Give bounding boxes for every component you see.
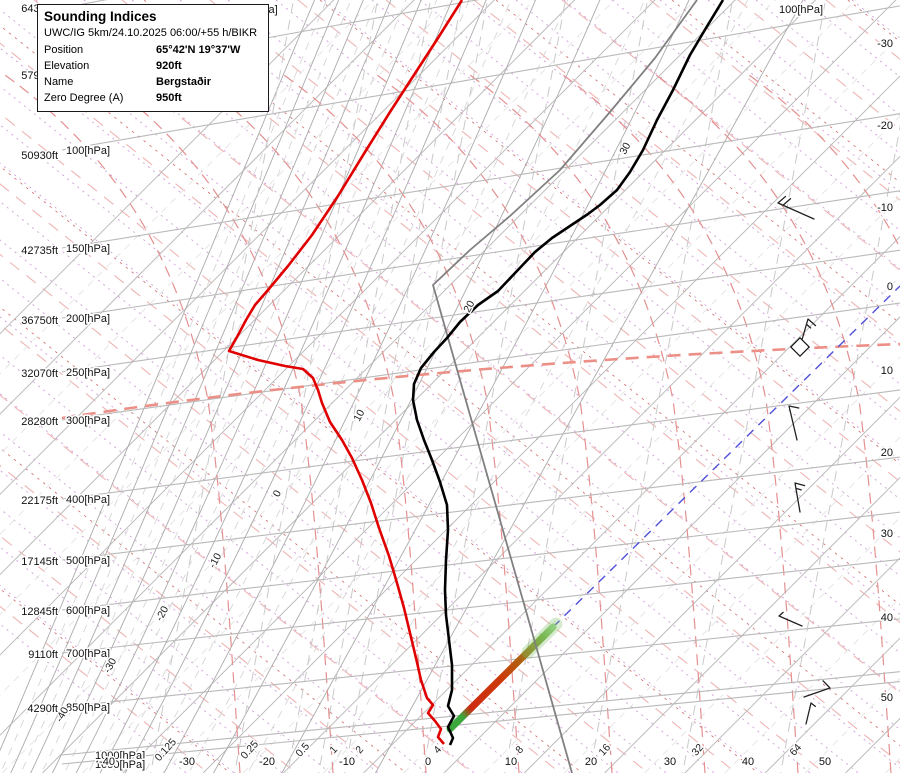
svg-text:32: 32 [689, 742, 706, 759]
svg-text:30: 30 [881, 528, 893, 540]
temperature-curve [411, 0, 725, 746]
info-label: Name [44, 76, 74, 88]
sounding-indices-panel: Sounding Indices UWC/IG 5km/24.10.2025 0… [37, 4, 269, 112]
pressure-axis-labels: 100[hPa] 150[hPa] 200[hPa] 250[hPa] 300[hPa]… [65, 144, 147, 773]
info-label: Elevation [44, 60, 90, 72]
svg-text:1: 1 [327, 744, 340, 756]
svg-text:100[hPa]: 100[hPa] [779, 4, 823, 16]
parcel-path-curve [432, 0, 698, 773]
svg-text:-30: -30 [877, 38, 893, 50]
svg-text:2: 2 [353, 744, 366, 756]
svg-text:20: 20 [881, 447, 893, 459]
diamond-marker [789, 336, 811, 358]
svg-text:40: 40 [742, 756, 754, 768]
isobar-lines [61, 0, 900, 765]
right-temperature-labels: -30 -20 -10 0 10 20 30 40 50 [876, 37, 895, 706]
wind-barb [803, 680, 831, 698]
svg-text:-10: -10 [206, 551, 224, 570]
svg-text:17145ft: 17145ft [21, 556, 58, 568]
svg-text:850[hPa]: 850[hPa] [66, 702, 110, 714]
svg-text:-10: -10 [877, 202, 893, 214]
svg-text:400[hPa]: 400[hPa] [66, 494, 110, 506]
info-value: Bergstaðir [156, 76, 212, 88]
bottom-temperature-labels: -40 -30 -20 -10 0 10 20 30 40 50 [98, 755, 833, 770]
svg-text:10: 10 [881, 365, 893, 377]
svg-text:50: 50 [819, 756, 831, 768]
tropopause-line [61, 342, 900, 420]
svg-text:4290ft: 4290ft [27, 703, 58, 715]
svg-text:-20: -20 [259, 756, 275, 768]
wind-barb [788, 405, 800, 441]
info-label: Zero Degree (A) [44, 92, 124, 104]
dry-adiabat-lines-intermediate [0, 0, 749, 773]
svg-text:40: 40 [881, 612, 893, 624]
wind-barb [805, 702, 816, 725]
mixing-parcel-blue-line [552, 285, 900, 628]
mixing-ratio-lines [150, 0, 900, 773]
svg-text:36750ft: 36750ft [21, 315, 58, 327]
info-row-zero-degree: Zero Degree (A) 950ft [44, 90, 262, 106]
svg-text:30: 30 [664, 756, 676, 768]
svg-text:-20: -20 [877, 120, 893, 132]
svg-text:8: 8 [513, 744, 526, 756]
svg-text:0: 0 [271, 488, 284, 499]
info-value: 65°42'N 19°37'W [156, 44, 241, 56]
svg-text:32070ft: 32070ft [21, 368, 58, 380]
svg-text:100[hPa]: 100[hPa] [66, 145, 110, 157]
info-label: Position [44, 44, 84, 56]
info-row-name: Name Bergstaðir [44, 74, 262, 90]
svg-text:500[hPa]: 500[hPa] [66, 555, 110, 567]
wind-barb [777, 195, 815, 220]
wind-barb [794, 482, 806, 513]
mixing-ratio-value-labels: 0.125 0.25 0.5 1 2 4 8 16 32 64 [151, 735, 806, 766]
svg-text:16: 16 [596, 742, 613, 759]
svg-text:50930ft: 50930ft [21, 150, 58, 162]
svg-text:200[hPa]: 200[hPa] [66, 313, 110, 325]
svg-text:1050[hPa]: 1050[hPa] [95, 759, 145, 771]
svg-text:22175ft: 22175ft [21, 495, 58, 507]
svg-text:50: 50 [881, 692, 893, 704]
svg-text:64: 64 [787, 742, 804, 759]
wind-barbs [777, 195, 831, 725]
wind-barb [778, 611, 803, 627]
svg-text:10: 10 [505, 756, 517, 768]
svg-text:-30: -30 [179, 756, 195, 768]
svg-text:9110ft: 9110ft [28, 649, 58, 661]
info-row-position: Position 65°42'N 19°37'W [44, 42, 262, 58]
svg-text:250[hPa]: 250[hPa] [66, 367, 110, 379]
svg-text:28280ft: 28280ft [21, 416, 58, 428]
moist-adiabat-lines [4, 74, 900, 773]
svg-text:0: 0 [425, 756, 431, 768]
svg-text:150[hPa]: 150[hPa] [66, 243, 110, 255]
svg-text:12845ft: 12845ft [21, 606, 58, 618]
tropopause-diamond [789, 336, 811, 358]
svg-text:600[hPa]: 600[hPa] [66, 605, 110, 617]
svg-text:4: 4 [431, 744, 444, 756]
svg-text:700[hPa]: 700[hPa] [66, 648, 110, 660]
svg-text:300[hPa]: 300[hPa] [66, 415, 110, 427]
svg-text:-40: -40 [99, 756, 115, 768]
model-run-label: UWC/IG 5km/24.10.2025 06:00/+55 h/BIKR [44, 27, 258, 39]
dewpoint-curve [227, 0, 464, 745]
info-value: 950ft [156, 92, 182, 104]
info-value: 920ft [156, 60, 182, 72]
svg-text:0: 0 [887, 281, 893, 293]
svg-text:-10: -10 [339, 756, 355, 768]
info-row-elevation: Elevation 920ft [44, 58, 262, 74]
panel-title: Sounding Indices [44, 9, 157, 24]
svg-text:1000[hPa]: 1000[hPa] [95, 750, 145, 762]
svg-text:20: 20 [585, 756, 597, 768]
svg-text:42735ft: 42735ft [21, 245, 58, 257]
